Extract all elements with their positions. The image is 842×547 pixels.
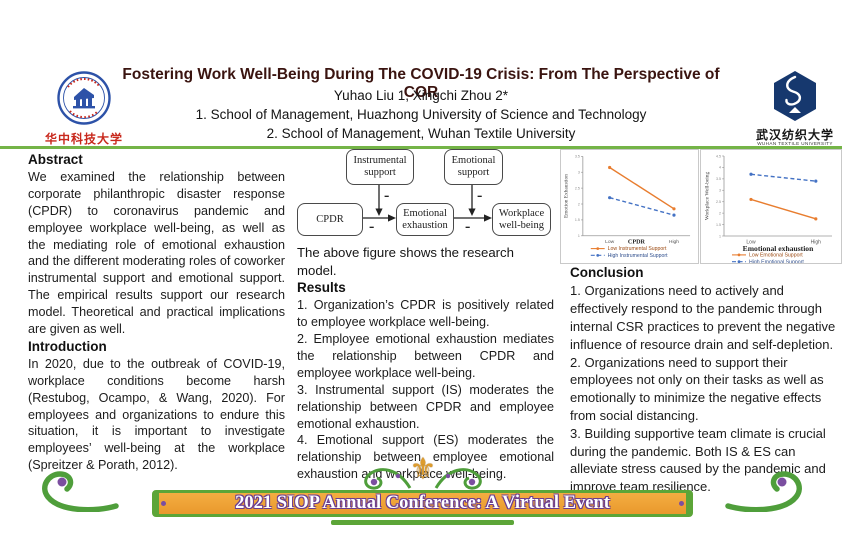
wtu-badge-icon bbox=[774, 71, 816, 121]
model-box-emotional-support: Emotional support bbox=[444, 149, 503, 185]
model-box-instrumental-support: Instrumental support bbox=[346, 149, 414, 185]
svg-text:4.5: 4.5 bbox=[716, 154, 721, 158]
svg-text:Low Instrumental Support: Low Instrumental Support bbox=[608, 246, 667, 252]
svg-text:CPDR: CPDR bbox=[628, 240, 646, 246]
right-column: Conclusion 1. Organizations need to acti… bbox=[570, 264, 841, 496]
wtu-logo: 武汉纺织大学 WUHAN TEXTILE UNIVERSITY bbox=[752, 70, 838, 147]
banner-text: 2021 SIOP Annual Conference: A Virtual E… bbox=[235, 493, 610, 513]
svg-text:3.5: 3.5 bbox=[575, 155, 580, 159]
results-item: 1. Organization’s CPDR is positively rel… bbox=[297, 298, 554, 330]
model-arrows bbox=[361, 183, 492, 222]
banner-crest-ornament: ⚜ bbox=[358, 453, 488, 492]
conclusion-item: 1. Organizations need to actively and ef… bbox=[570, 283, 836, 352]
model-box-emotional-exhaustion: Emotional exhaustion bbox=[396, 203, 454, 236]
minus-sign: - bbox=[465, 218, 471, 235]
svg-text:2.5: 2.5 bbox=[716, 200, 721, 204]
svg-text:High Emotional Support: High Emotional Support bbox=[749, 259, 804, 263]
left-scroll-ornament-icon bbox=[42, 471, 119, 512]
interaction-plot-emotional-support: 1 1.5 2 2.5 3 3.5 4 4.5 Low High Emotional exhaust… bbox=[700, 149, 842, 265]
model-box-cpdr: CPDR bbox=[297, 203, 363, 236]
authors-line: Yuhao Liu 1, Xingchi Zhou 2* bbox=[333, 88, 509, 103]
svg-text:Workplace Well-being: Workplace Well-being bbox=[705, 172, 711, 221]
svg-text:High: High bbox=[669, 239, 679, 245]
svg-text:High: High bbox=[811, 240, 822, 246]
conclusion-item: 2. Organizations need to support their e… bbox=[570, 354, 824, 424]
header-divider bbox=[0, 146, 842, 149]
results-item: 3. Instrumental support (IS) moderates t… bbox=[297, 382, 554, 431]
banner-underline bbox=[331, 520, 514, 525]
wtu-name-latin: WUHAN TEXTILE UNIVERSITY bbox=[757, 141, 833, 146]
svg-text:3: 3 bbox=[578, 171, 580, 175]
svg-text:1.5: 1.5 bbox=[575, 218, 580, 222]
hust-name-cjk: 华中科技大学 bbox=[44, 132, 123, 146]
svg-text:1.5: 1.5 bbox=[716, 223, 721, 227]
left-column: Abstract We examined the relationship be… bbox=[28, 151, 285, 474]
svg-text:2: 2 bbox=[719, 211, 721, 215]
interaction-plot-instrumental-support: 1 1.5 2 2.5 3 3.5 Low High CPDR Emotion Exhaustio… bbox=[560, 149, 699, 264]
fleur-de-lis-icon: ⚜ bbox=[409, 453, 437, 486]
results-item: 2. Employee emotional exhaustion mediate… bbox=[297, 332, 554, 380]
banner-end-dot bbox=[679, 501, 684, 506]
results-heading: Results bbox=[297, 280, 346, 296]
banner-end-dot bbox=[161, 501, 166, 506]
svg-text:2.5: 2.5 bbox=[575, 186, 580, 190]
svg-text:Low Emotional Support: Low Emotional Support bbox=[749, 253, 803, 259]
affiliation-1: 1. School of Management, Huazhong Univer… bbox=[195, 107, 647, 122]
model-caption: The above figure shows the research mode… bbox=[297, 245, 514, 278]
svg-text:1: 1 bbox=[719, 234, 721, 238]
svg-text:Low: Low bbox=[605, 239, 615, 245]
svg-text:4: 4 bbox=[719, 166, 721, 170]
abstract-body: We examined the relationship between cor… bbox=[28, 170, 285, 336]
hust-seal-icon bbox=[57, 71, 111, 125]
svg-text:1: 1 bbox=[578, 234, 580, 238]
minus-sign: - bbox=[384, 187, 390, 204]
wtu-name-cjk: 武汉纺织大学 bbox=[755, 128, 834, 142]
svg-text:High Instrumental Support: High Instrumental Support bbox=[608, 253, 668, 259]
svg-text:3: 3 bbox=[719, 189, 721, 193]
right-scroll-ornament-icon bbox=[725, 471, 802, 512]
hust-logo: 华中科技大学 bbox=[44, 70, 124, 145]
banner-swirls-icon bbox=[364, 468, 482, 490]
affiliation-2: 2. School of Management, Wuhan Textile U… bbox=[266, 126, 576, 141]
minus-sign: - bbox=[369, 218, 375, 235]
conclusion-heading: Conclusion bbox=[570, 265, 644, 280]
center-column: Instrumental support Emotional support C… bbox=[297, 148, 554, 483]
introduction-heading: Introduction bbox=[28, 338, 107, 354]
svg-text:Emotional exhaustion: Emotional exhaustion bbox=[743, 244, 814, 253]
svg-text:Low: Low bbox=[746, 240, 756, 246]
conference-banner: 2021 SIOP Annual Conference: A Virtual E… bbox=[152, 490, 693, 517]
svg-text:Emotion Exhaustion: Emotion Exhaustion bbox=[563, 174, 569, 218]
abstract-heading: Abstract bbox=[28, 152, 83, 167]
svg-text:3.5: 3.5 bbox=[716, 177, 721, 181]
poster-title: Fostering Work Well-Being During The COV… bbox=[122, 66, 720, 101]
model-box-workplace-wellbeing: Workplace well-being bbox=[492, 203, 551, 236]
introduction-body: In 2020, due to the outbreak of COVID-19… bbox=[28, 356, 285, 473]
research-model-diagram: Instrumental support Emotional support C… bbox=[297, 148, 553, 240]
svg-text:2: 2 bbox=[578, 202, 580, 206]
minus-sign: - bbox=[477, 187, 483, 204]
